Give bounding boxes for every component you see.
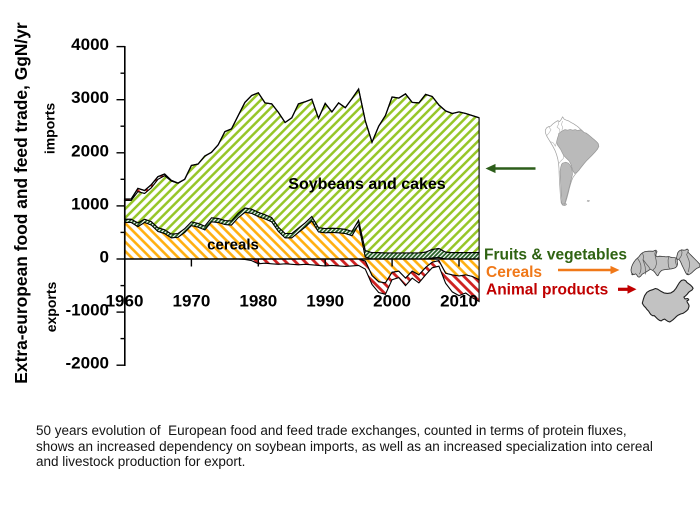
svg-text:imports: imports [42,103,58,155]
svg-text:Soybeans and cakes: Soybeans and cakes [288,176,446,193]
svg-text:-2000: -2000 [66,354,109,373]
svg-text:cereals: cereals [207,237,259,254]
svg-text:-1000: -1000 [66,301,109,320]
svg-text:exports: exports [43,282,59,333]
svg-text:1000: 1000 [71,194,109,213]
svg-text:Extra-european food and feed t: Extra-european food and feed trade, GgN/… [11,22,31,384]
svg-text:2000: 2000 [71,141,109,160]
svg-text:4000: 4000 [71,35,109,54]
svg-text:2000: 2000 [373,292,411,311]
svg-text:3000: 3000 [71,88,109,107]
svg-text:Cereals: Cereals [486,264,542,281]
svg-text:0: 0 [100,248,109,267]
svg-text:Animal products: Animal products [486,282,608,299]
svg-text:2010: 2010 [440,292,478,311]
svg-text:1970: 1970 [172,292,210,311]
svg-text:Fruits & vegetables: Fruits & vegetables [484,247,627,264]
svg-text:1960: 1960 [106,292,144,311]
svg-text:1990: 1990 [306,292,344,311]
svg-text:1980: 1980 [239,292,277,311]
